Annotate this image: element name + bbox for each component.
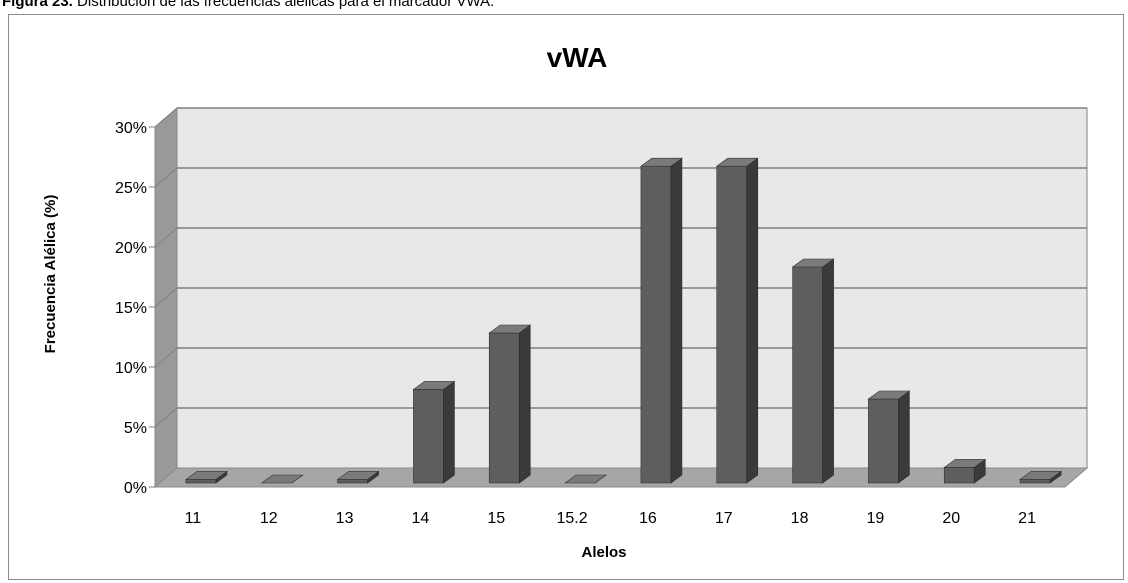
bar-side	[822, 258, 834, 484]
y-tick-label: 20%	[115, 240, 147, 257]
x-tick-label: 15	[487, 510, 505, 527]
bar-top	[184, 471, 228, 480]
bar-front	[185, 479, 217, 484]
x-tick-label: 18	[791, 510, 809, 527]
x-tick-label: 15.2	[557, 510, 588, 527]
figure-caption-label: Figura 23.	[2, 0, 73, 10]
gridline-side	[154, 287, 178, 308]
bar-top	[412, 381, 456, 390]
y-tick-label: 25%	[115, 180, 147, 197]
x-axis-label: Alelos	[581, 544, 626, 561]
gridline-side	[154, 407, 178, 428]
bar-front	[943, 467, 975, 484]
bar-front	[1019, 479, 1051, 484]
y-tick-label: 0%	[124, 480, 147, 497]
bar-front	[413, 389, 444, 484]
bar-front	[868, 398, 899, 484]
x-tick-label: 13	[336, 510, 354, 527]
bar-side	[746, 157, 759, 484]
figure-caption: Figura 23. Distribución de las frecuenci…	[2, 0, 494, 10]
bar-side	[518, 324, 531, 484]
y-tick-label: 10%	[115, 360, 147, 377]
x-tick-label: 16	[639, 510, 657, 527]
x-tick-label: 14	[412, 510, 430, 527]
bar-top	[336, 471, 380, 480]
gridline-side	[154, 227, 178, 248]
bar-front	[488, 332, 520, 484]
bar-side	[443, 380, 455, 484]
bar-side	[670, 157, 683, 484]
gridline-side	[154, 107, 178, 128]
x-tick-label: 21	[1018, 510, 1036, 527]
x-tick-label: 20	[942, 510, 960, 527]
y-tick-label: 5%	[124, 420, 147, 437]
x-tick-label: 17	[715, 510, 733, 527]
bar-top	[943, 459, 987, 468]
y-axis-label: Frecuencia Alélica (%)	[42, 195, 59, 354]
chart-title: vWA	[547, 42, 608, 73]
bar-top	[1019, 471, 1063, 480]
bar-top	[867, 390, 911, 400]
plot-area: 0% 5% 10% 15% 20% 25% 30% 11 12 13 14 15 15.2 16 17 18 1…	[115, 106, 1089, 527]
bar-front	[716, 165, 748, 484]
bar-front	[337, 479, 368, 484]
bar-top	[791, 258, 835, 268]
bar-front	[640, 165, 672, 484]
bar-top	[260, 474, 304, 484]
x-tick-label: 19	[867, 510, 885, 527]
gridline-side	[154, 347, 178, 368]
x-tick-label: 12	[260, 510, 278, 527]
y-tick-label: 30%	[115, 120, 147, 137]
bar-top	[488, 324, 532, 334]
bar-top	[639, 157, 683, 167]
bar-top	[715, 157, 759, 167]
gridline-side	[154, 167, 178, 188]
y-tick-label: 15%	[115, 300, 147, 317]
bar-side	[898, 390, 910, 484]
chart-floor	[153, 467, 1089, 488]
x-tick-label: 11	[185, 510, 202, 527]
bar-front	[792, 266, 823, 484]
bar-top	[564, 474, 608, 484]
figure-caption-text: Distribución de las frecuencias alélicas…	[72, 0, 495, 10]
